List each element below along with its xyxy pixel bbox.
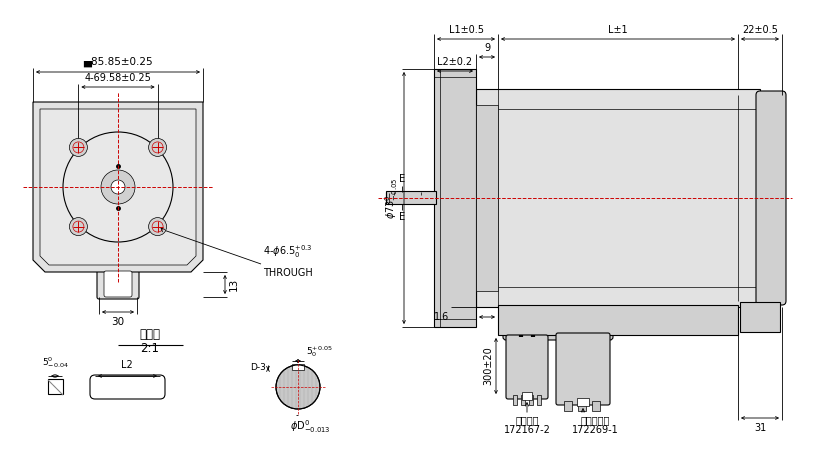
Text: 编码器端子: 编码器端子 <box>580 415 610 425</box>
Text: 4-$\phi$6.5$_0^{+0.3}$: 4-$\phi$6.5$_0^{+0.3}$ <box>263 243 312 260</box>
Polygon shape <box>40 109 196 265</box>
Text: E: E <box>399 174 405 184</box>
Bar <box>386 191 436 204</box>
Text: $\phi$D$_{-0.013}^{0}$: $\phi$D$_{-0.013}^{0}$ <box>290 418 331 435</box>
Text: $\phi$73$_{-0.05}^{0}$: $\phi$73$_{-0.05}^{0}$ <box>383 177 400 219</box>
Text: 300±20: 300±20 <box>483 347 493 386</box>
FancyBboxPatch shape <box>104 271 132 297</box>
Bar <box>476 89 760 307</box>
Text: L2: L2 <box>121 360 133 370</box>
FancyBboxPatch shape <box>556 333 610 405</box>
Bar <box>529 395 533 405</box>
Text: 22±0.5: 22±0.5 <box>742 25 778 35</box>
FancyBboxPatch shape <box>756 91 786 305</box>
Bar <box>577 398 589 406</box>
Text: ▅85.85±0.25: ▅85.85±0.25 <box>83 57 153 67</box>
Circle shape <box>111 180 125 194</box>
FancyBboxPatch shape <box>503 312 613 340</box>
Text: 172167-2: 172167-2 <box>504 425 550 435</box>
Circle shape <box>276 365 320 409</box>
Bar <box>522 392 532 400</box>
Text: 13: 13 <box>229 277 239 291</box>
Circle shape <box>70 218 87 235</box>
Text: 5$_{-0.04}^{0}$: 5$_{-0.04}^{0}$ <box>42 355 68 370</box>
Circle shape <box>70 138 87 156</box>
Bar <box>564 401 572 411</box>
Bar <box>521 395 525 405</box>
Text: L±1: L±1 <box>608 25 627 35</box>
Bar <box>434 69 476 327</box>
Text: THROUGH: THROUGH <box>263 268 312 278</box>
Bar <box>48 379 63 394</box>
Text: 1.6: 1.6 <box>434 312 449 322</box>
Bar <box>537 395 541 405</box>
Circle shape <box>149 138 166 156</box>
FancyBboxPatch shape <box>97 268 139 299</box>
Bar <box>592 401 600 411</box>
Bar <box>740 302 780 332</box>
Text: D-3: D-3 <box>250 363 266 371</box>
Circle shape <box>101 170 135 204</box>
Text: 31: 31 <box>754 423 766 433</box>
Text: 9: 9 <box>484 43 490 53</box>
Bar <box>578 401 586 411</box>
Text: 5$_0^{+0.05}$: 5$_0^{+0.05}$ <box>306 344 332 359</box>
Text: 轴、键: 轴、键 <box>140 328 160 341</box>
Text: E: E <box>399 212 405 222</box>
Text: 4-69.58±0.25: 4-69.58±0.25 <box>85 73 151 83</box>
Bar <box>513 395 517 405</box>
Text: 电机端子: 电机端子 <box>515 415 538 425</box>
Text: L2±0.2: L2±0.2 <box>437 57 473 67</box>
Text: 30: 30 <box>111 317 125 327</box>
Text: L1±0.5: L1±0.5 <box>449 25 484 35</box>
Bar <box>476 105 498 291</box>
Bar <box>498 305 738 335</box>
Bar <box>292 364 304 370</box>
Text: 2:1: 2:1 <box>140 342 160 356</box>
Polygon shape <box>33 102 203 272</box>
FancyBboxPatch shape <box>90 375 165 399</box>
Circle shape <box>149 218 166 235</box>
Text: 172269-1: 172269-1 <box>572 425 618 435</box>
FancyBboxPatch shape <box>506 335 548 399</box>
